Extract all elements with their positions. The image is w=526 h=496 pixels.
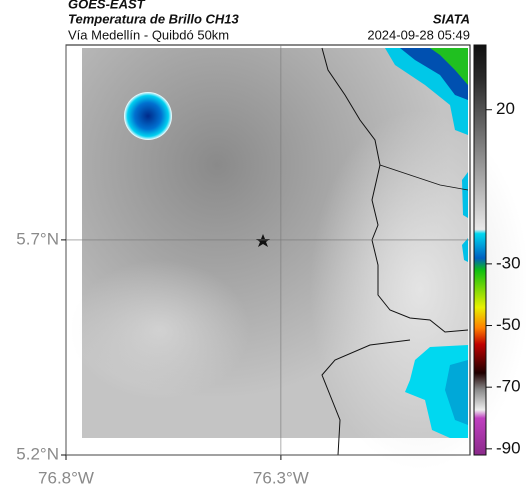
location-star — [256, 234, 270, 247]
title: Temperatura de Brillo CH13 — [68, 11, 240, 26]
timestamp: 2024-09-28 05:49 — [367, 27, 470, 42]
header: GOES-EAST Temperatura de Brillo CH13 Vía… — [68, 0, 470, 42]
subtitle: Vía Medellín - Quibdó 50km — [68, 27, 229, 42]
cloud-cell — [124, 92, 172, 140]
source: GOES-EAST — [68, 0, 146, 11]
warm-area — [70, 260, 250, 400]
colorbar-tick-label: -90 — [496, 438, 521, 457]
cloud-cell — [445, 360, 468, 425]
y-tick-label: 5.2°N — [16, 444, 59, 463]
x-tick-label: 76.8°W — [38, 468, 94, 487]
boundary — [379, 164, 469, 191]
y-tick-label: 5.7°N — [16, 229, 59, 248]
boundary — [321, 339, 411, 456]
colorbar-tick-label: -70 — [496, 377, 521, 396]
cloud-cell — [430, 48, 468, 85]
warm-area — [310, 110, 526, 470]
colorbar — [473, 44, 487, 456]
boundary — [321, 47, 469, 333]
colorbar-tick-label: 20 — [496, 99, 515, 118]
colorbar-tick-label: -50 — [496, 315, 521, 334]
satellite-image — [66, 45, 526, 470]
agency: SIATA — [433, 11, 470, 26]
colorbar-tick-label: -30 — [496, 253, 521, 272]
x-tick-label: 76.3°W — [253, 468, 309, 487]
cloud-cell — [462, 172, 468, 262]
